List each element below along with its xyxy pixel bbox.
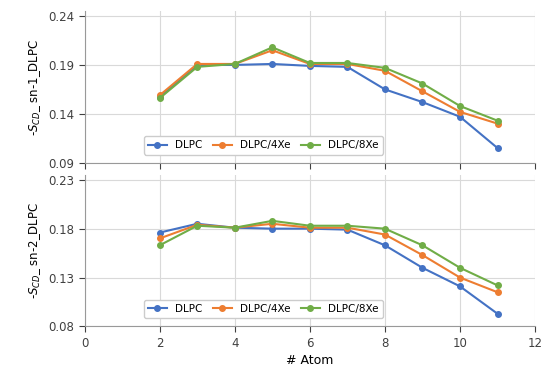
DLPC <box>156 95 163 99</box>
DLPC/4Xe <box>494 121 501 126</box>
DLPC/8Xe <box>456 104 463 108</box>
Line: DLPC/8Xe: DLPC/8Xe <box>157 218 500 288</box>
DLPC/8Xe <box>269 45 276 50</box>
DLPC <box>494 146 501 150</box>
Line: DLPC: DLPC <box>157 61 500 151</box>
DLPC/4Xe <box>456 110 463 114</box>
DLPC/8Xe <box>156 96 163 101</box>
DLPC/8Xe <box>194 65 200 69</box>
DLPC <box>382 243 388 247</box>
DLPC/4Xe <box>419 89 426 93</box>
DLPC/8Xe <box>344 223 351 228</box>
DLPC/4Xe <box>456 275 463 280</box>
Legend: DLPC, DLPC/4Xe, DLPC/8Xe: DLPC, DLPC/4Xe, DLPC/8Xe <box>144 300 383 318</box>
Y-axis label: -$S_{CD}$_ sn-1_DLPC: -$S_{CD}$_ sn-1_DLPC <box>27 38 43 135</box>
DLPC <box>269 226 276 231</box>
DLPC/8Xe <box>494 283 501 288</box>
DLPC <box>344 65 351 69</box>
DLPC/8Xe <box>307 61 313 65</box>
Legend: DLPC, DLPC/4Xe, DLPC/8Xe: DLPC, DLPC/4Xe, DLPC/8Xe <box>144 136 383 154</box>
DLPC/4Xe <box>232 226 238 230</box>
DLPC/4Xe <box>344 62 351 66</box>
DLPC/4Xe <box>419 253 426 257</box>
DLPC/4Xe <box>494 290 501 295</box>
DLPC/4Xe <box>382 232 388 237</box>
DLPC/4Xe <box>194 62 200 66</box>
DLPC <box>419 100 426 104</box>
DLPC/8Xe <box>456 266 463 270</box>
DLPC <box>382 87 388 92</box>
DLPC <box>232 63 238 67</box>
DLPC <box>419 266 426 270</box>
DLPC/8Xe <box>419 243 426 247</box>
DLPC/8Xe <box>382 226 388 231</box>
DLPC <box>269 62 276 66</box>
DLPC/4Xe <box>194 223 200 227</box>
DLPC <box>194 221 200 226</box>
DLPC <box>307 64 313 68</box>
DLPC/4Xe <box>344 226 351 230</box>
DLPC <box>344 227 351 232</box>
Line: DLPC/4Xe: DLPC/4Xe <box>157 47 500 127</box>
Line: DLPC/4Xe: DLPC/4Xe <box>157 221 500 295</box>
DLPC/8Xe <box>382 66 388 70</box>
DLPC/8Xe <box>419 81 426 86</box>
Line: DLPC/8Xe: DLPC/8Xe <box>157 45 500 124</box>
DLPC <box>494 312 501 316</box>
DLPC/8Xe <box>269 219 276 223</box>
DLPC/8Xe <box>156 243 163 247</box>
Line: DLPC: DLPC <box>157 221 500 316</box>
DLPC/4Xe <box>269 48 276 52</box>
DLPC/4Xe <box>307 62 313 66</box>
DLPC/8Xe <box>307 223 313 228</box>
DLPC/4Xe <box>307 226 313 230</box>
DLPC/8Xe <box>494 118 501 123</box>
DLPC/4Xe <box>382 69 388 73</box>
DLPC <box>232 226 238 230</box>
X-axis label: # Atom: # Atom <box>286 354 334 367</box>
DLPC <box>307 226 313 231</box>
DLPC/8Xe <box>194 223 200 228</box>
DLPC/8Xe <box>344 61 351 65</box>
DLPC/4Xe <box>269 221 276 226</box>
DLPC <box>156 230 163 235</box>
DLPC/4Xe <box>156 93 163 98</box>
Y-axis label: -$S_{CD}$_ sn-2_DLPC: -$S_{CD}$_ sn-2_DLPC <box>27 202 43 299</box>
DLPC/4Xe <box>156 236 163 241</box>
DLPC/8Xe <box>232 226 238 230</box>
DLPC <box>456 115 463 119</box>
DLPC/8Xe <box>232 62 238 66</box>
DLPC <box>194 63 200 67</box>
DLPC <box>456 284 463 289</box>
DLPC/4Xe <box>232 62 238 66</box>
